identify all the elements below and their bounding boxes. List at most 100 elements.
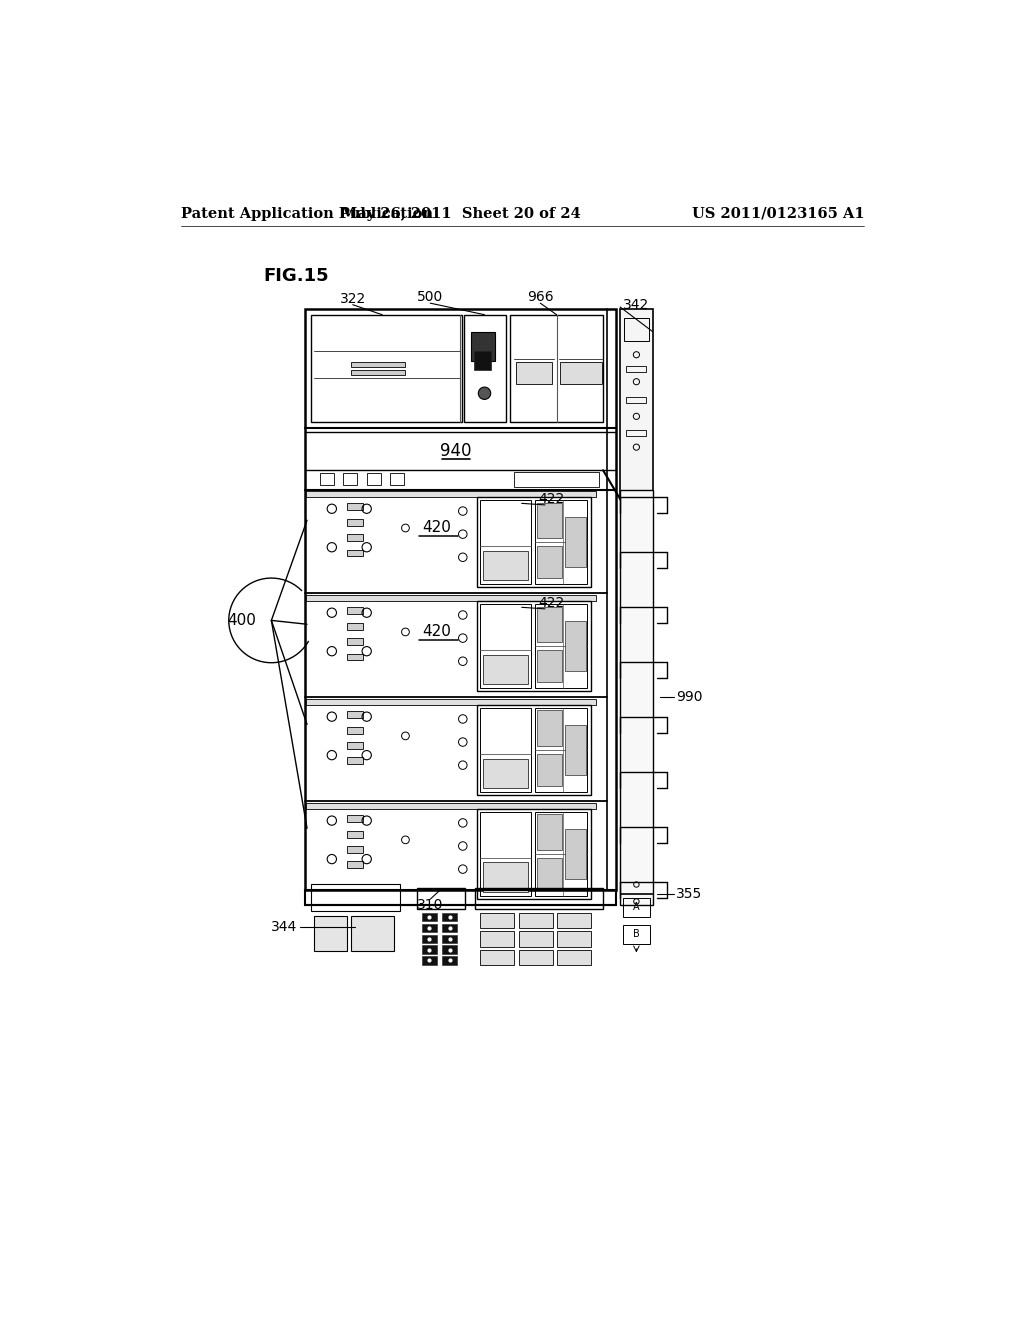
Bar	[347, 503, 362, 511]
Bar	[351, 363, 406, 367]
Bar	[442, 935, 458, 942]
Bar	[518, 913, 553, 928]
Bar	[624, 898, 649, 917]
Bar	[537, 503, 562, 537]
Text: 422: 422	[539, 492, 565, 506]
Bar	[621, 490, 652, 906]
Bar	[347, 816, 362, 822]
Bar	[535, 605, 587, 688]
Bar	[347, 607, 362, 614]
Text: 420: 420	[422, 624, 451, 639]
Bar	[624, 318, 649, 341]
Text: 344: 344	[270, 920, 297, 933]
Bar	[537, 858, 562, 890]
Bar	[347, 638, 362, 645]
Text: A: A	[633, 902, 640, 912]
Bar	[518, 932, 553, 946]
Bar	[347, 830, 362, 838]
Circle shape	[478, 387, 490, 400]
Bar	[560, 363, 602, 384]
Bar	[535, 708, 587, 792]
Text: US 2011/0123165 A1: US 2011/0123165 A1	[691, 207, 864, 220]
Bar	[422, 913, 437, 921]
Bar	[347, 862, 362, 869]
Bar	[347, 519, 362, 525]
Bar	[477, 705, 592, 795]
Bar	[417, 887, 465, 909]
Bar	[557, 932, 592, 946]
Bar	[565, 725, 586, 775]
Text: B: B	[633, 929, 640, 939]
Bar	[442, 945, 458, 954]
Bar	[321, 473, 334, 484]
Bar	[537, 814, 562, 850]
Bar	[351, 916, 394, 950]
Bar	[480, 950, 514, 965]
Bar	[477, 601, 592, 692]
Bar	[347, 653, 362, 660]
Bar	[537, 546, 562, 578]
Bar	[565, 620, 586, 672]
Text: FIG.15: FIG.15	[263, 267, 330, 285]
Bar	[565, 829, 586, 879]
Bar	[474, 351, 490, 370]
Bar	[557, 950, 592, 965]
Bar	[390, 473, 403, 484]
Bar	[347, 726, 362, 734]
Bar	[347, 549, 362, 557]
Bar	[311, 884, 400, 911]
Text: 322: 322	[340, 292, 366, 306]
Bar	[537, 651, 562, 682]
Bar	[518, 950, 553, 965]
Bar	[347, 758, 362, 764]
Bar	[537, 710, 562, 746]
Bar	[537, 754, 562, 787]
Bar	[475, 887, 603, 909]
Bar	[422, 956, 437, 965]
Text: 342: 342	[623, 298, 648, 312]
Bar	[627, 367, 646, 372]
Bar	[480, 500, 531, 585]
Bar	[537, 607, 562, 642]
Text: May 26, 2011  Sheet 20 of 24: May 26, 2011 Sheet 20 of 24	[341, 207, 582, 220]
Bar	[471, 331, 495, 360]
Bar	[314, 916, 346, 950]
Bar	[480, 708, 531, 792]
Bar	[480, 932, 514, 946]
Bar	[627, 430, 646, 437]
Bar	[483, 655, 528, 684]
Text: 940: 940	[440, 442, 472, 459]
Bar	[464, 314, 506, 422]
Bar	[306, 595, 596, 601]
Bar	[624, 924, 649, 944]
Bar	[565, 517, 586, 568]
Bar	[347, 623, 362, 630]
Text: 422: 422	[539, 595, 565, 610]
Bar	[477, 809, 592, 899]
Text: 400: 400	[227, 612, 256, 628]
Bar	[343, 473, 357, 484]
Text: 500: 500	[417, 290, 443, 304]
Text: 990: 990	[676, 690, 702, 705]
Bar	[442, 913, 458, 921]
Bar	[535, 812, 587, 896]
Text: 355: 355	[676, 887, 702, 900]
Bar	[306, 803, 596, 809]
Bar	[557, 913, 592, 928]
Bar	[483, 550, 528, 579]
Bar	[422, 935, 437, 942]
Bar	[422, 924, 437, 932]
Bar	[367, 473, 381, 484]
Bar	[351, 370, 406, 375]
Bar	[422, 945, 437, 954]
Bar	[305, 890, 616, 906]
Bar	[535, 500, 587, 585]
Text: Patent Application Publication: Patent Application Publication	[180, 207, 433, 220]
Bar	[306, 700, 596, 705]
Bar	[627, 397, 646, 404]
Bar	[347, 711, 362, 718]
Bar	[480, 812, 531, 896]
Bar	[347, 846, 362, 853]
Text: 420: 420	[422, 520, 451, 536]
Bar	[480, 605, 531, 688]
